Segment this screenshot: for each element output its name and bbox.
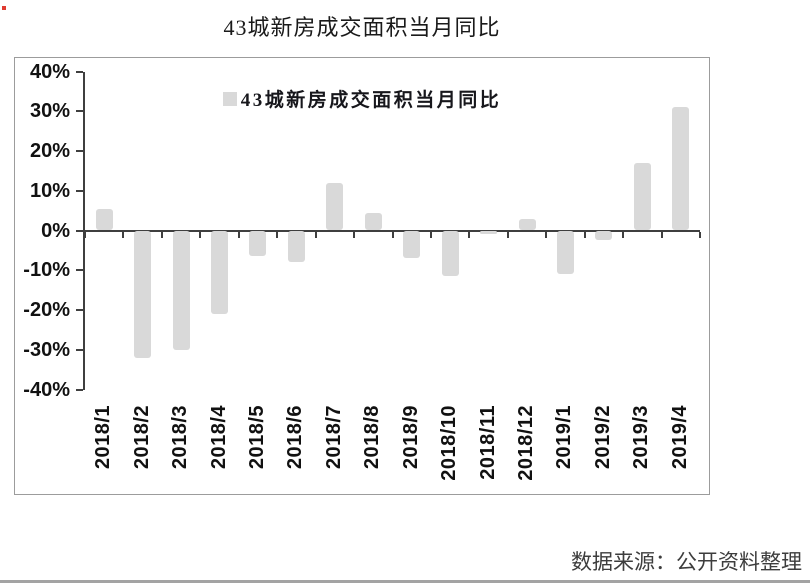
x-tick: [353, 231, 356, 238]
y-tick-label: 30%: [29, 100, 70, 123]
x-tick: [391, 231, 394, 238]
x-axis-label: 2018/7: [322, 405, 345, 470]
y-tick-label: -10%: [23, 259, 70, 282]
y-tick-label: 40%: [29, 60, 70, 83]
y-tick-label: -30%: [23, 338, 70, 361]
x-axis-label: 2018/5: [245, 405, 268, 470]
bar: [211, 230, 229, 314]
bar: [287, 230, 305, 263]
bar: [172, 230, 190, 350]
x-axis-label: 2018/1: [92, 405, 115, 470]
plot-area: 40% 30% 20% 10% 0% -10% -20% -30% -40% 2018/1 2018…: [15, 58, 709, 494]
y-tick: [76, 70, 83, 73]
chart-title: 43城新房成交面积当月同比: [223, 15, 501, 40]
bar: [480, 230, 498, 235]
bar: [249, 230, 267, 257]
x-axis-label: 2018/12: [515, 405, 538, 481]
x-tick: [314, 231, 317, 238]
bar: [364, 212, 382, 231]
legend: 43城新房成交面积当月同比: [15, 85, 709, 112]
y-tick: [76, 110, 83, 113]
y-tick: [76, 309, 83, 311]
x-axis-label: 2018/10: [438, 405, 461, 481]
x-axis-label: 2018/6: [284, 405, 307, 470]
y-tick: [76, 269, 83, 272]
x-axis-label: 2019/3: [630, 405, 653, 470]
bar: [326, 182, 344, 231]
bar: [556, 230, 574, 275]
x-tick: [545, 231, 548, 238]
bar: [672, 107, 690, 231]
x-axis-label: 2018/9: [399, 405, 422, 470]
bar: [95, 208, 113, 231]
bar: [403, 230, 421, 259]
x-tick: [660, 231, 663, 238]
bar: [134, 230, 152, 358]
bar: [633, 162, 651, 231]
y-tick: [76, 388, 83, 391]
y-tick: [76, 229, 83, 232]
x-tick: [237, 231, 240, 238]
x-axis-label: 2018/8: [361, 405, 384, 470]
x-tick: [199, 231, 202, 238]
x-axis-label: 2018/4: [207, 405, 230, 470]
x-tick: [583, 231, 586, 238]
legend-swatch-icon: [222, 91, 237, 106]
y-tick-label: 20%: [29, 140, 70, 162]
source-note: 数据来源：公开资料整理: [571, 551, 802, 574]
x-axis-label: 2019/1: [553, 405, 576, 470]
y-tick: [76, 348, 83, 351]
y-tick-label: 0%: [41, 219, 70, 242]
x-tick: [429, 231, 432, 238]
x-axis-label: 2019/4: [668, 405, 691, 470]
x-axis-line: [83, 229, 700, 232]
x-axis-label: 2018/2: [130, 405, 153, 470]
legend-label: 43城新房成交面积当月同比: [240, 90, 502, 111]
red-artifact-dot: [2, 6, 6, 10]
y-tick-label: -40%: [23, 378, 70, 401]
bar: [518, 218, 536, 231]
x-tick: [699, 231, 701, 238]
bottom-divider: [0, 580, 810, 583]
x-tick: [160, 231, 163, 238]
x-tick: [276, 231, 279, 238]
x-axis-label: 2019/2: [591, 405, 614, 470]
y-tick-label: -20%: [23, 299, 70, 321]
x-tick: [506, 231, 509, 238]
x-axis-label: 2018/3: [169, 405, 192, 470]
x-tick: [84, 231, 86, 238]
y-tick: [76, 189, 83, 192]
chart-frame: 43城新房成交面积当月同比 40% 30% 20% 10% 0% -10% -20% -30%…: [14, 57, 710, 495]
x-axis-label: 2018/11: [476, 405, 499, 480]
bar: [441, 230, 459, 277]
x-tick: [122, 231, 125, 238]
x-tick: [622, 231, 625, 238]
y-tick: [76, 150, 83, 152]
x-tick: [468, 231, 471, 238]
y-tick-label: 10%: [29, 179, 70, 202]
bar: [595, 230, 613, 241]
